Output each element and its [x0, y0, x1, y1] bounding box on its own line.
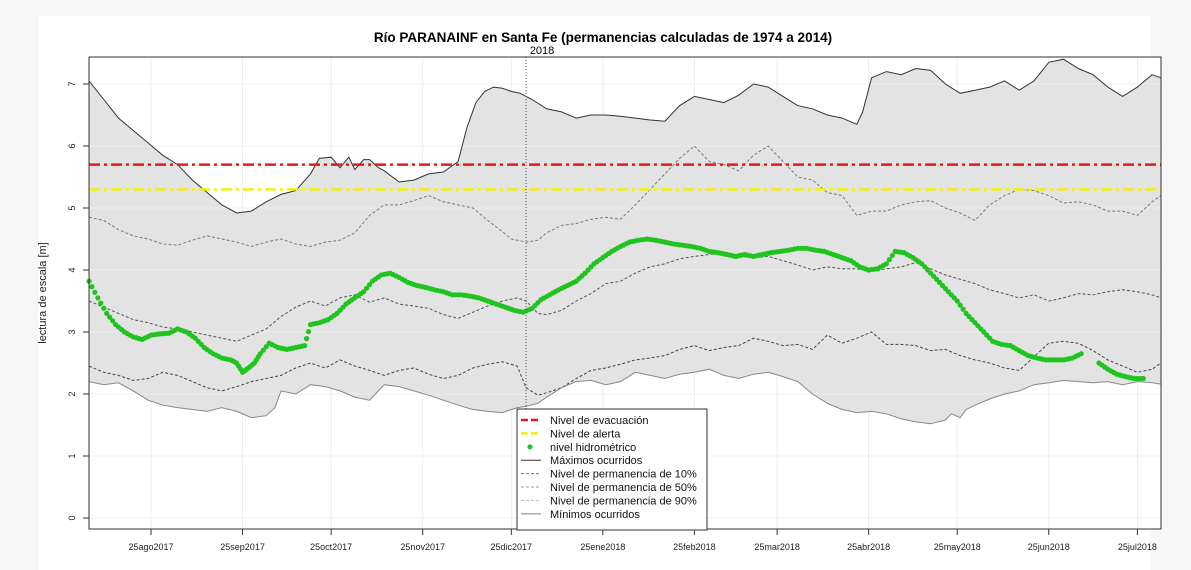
- y-tick-label: 5: [67, 205, 77, 210]
- y-tick-label: 6: [67, 143, 77, 148]
- observed-point: [366, 282, 373, 288]
- observed-points: [86, 236, 1146, 382]
- y-tick-label: 2: [67, 391, 77, 396]
- chart-title: Río PARANAINF en Santa Fe (permanencias …: [374, 30, 832, 45]
- y-axis-label: lectura de escala [m]: [37, 242, 49, 344]
- legend-label: Nivel de permanencia de 50%: [550, 482, 697, 494]
- chart-subtitle: 2018: [530, 45, 554, 57]
- threshold-lines: [89, 163, 1161, 191]
- x-tick-label: 25oct2017: [310, 542, 352, 552]
- series-lines: [88, 58, 1162, 425]
- x-tick-label: 25mar2018: [754, 542, 800, 552]
- observed-point: [110, 318, 116, 324]
- y-tick-label: 1: [67, 453, 77, 458]
- observed-point: [954, 298, 960, 304]
- observed-point: [98, 300, 104, 306]
- observed-point: [260, 347, 266, 353]
- observed-point: [89, 284, 95, 290]
- y-tick-label: 4: [67, 267, 77, 272]
- x-tick-label: 25sep2017: [220, 542, 265, 552]
- observed-point: [303, 336, 310, 342]
- series-nivel-de-permanencia-de-90: [88, 331, 1162, 396]
- observed-point: [960, 306, 966, 312]
- observed-point: [107, 314, 113, 320]
- series-nivel-de-permanencia-de-50: [88, 252, 1162, 342]
- observed-point: [95, 295, 101, 301]
- observed-point: [257, 351, 263, 357]
- x-tick-label: 25dic2017: [491, 542, 533, 552]
- observed-point: [361, 289, 367, 295]
- legend-label: Nivel de permanencia de 10%: [550, 469, 697, 481]
- observed-point: [263, 344, 269, 350]
- y-tick-label: 3: [67, 329, 77, 334]
- y-tick-label: 7: [67, 81, 77, 86]
- x-tick-label: 25abr2018: [847, 542, 890, 552]
- observed-point: [104, 310, 110, 316]
- observed-point: [363, 285, 370, 291]
- x-tick-label: 25ago2017: [128, 542, 173, 552]
- legend-key-point: [527, 444, 533, 450]
- legend-label: Nivel de alerta: [550, 428, 621, 440]
- observed-point: [883, 261, 889, 267]
- x-tick-label: 25may2018: [934, 542, 981, 552]
- observed-point: [101, 305, 107, 311]
- series-m-ximos-ocurridos: [88, 58, 1162, 214]
- x-tick-label: 25jun2018: [1028, 542, 1070, 552]
- legend-label: Nivel de evacuación: [550, 415, 648, 427]
- observed-point: [886, 257, 892, 263]
- observed-point: [301, 343, 308, 349]
- y-tick-label: 0: [67, 515, 77, 520]
- observed-point: [92, 289, 98, 295]
- legend-label: Máximos ocurridos: [550, 455, 643, 467]
- observed-point: [889, 252, 895, 259]
- axes: 0 1 2 3 4 5 6 7 25ago2017 25sep2017 25oct2017 25nov…: [67, 56, 1162, 552]
- x-tick-label: 25feb2018: [673, 542, 716, 552]
- x-tick-label: 25nov2017: [400, 542, 445, 552]
- legend-label: Mínimos ocurridos: [550, 509, 640, 521]
- observed-point: [957, 302, 963, 308]
- x-tick-label: 25jul2018: [1118, 542, 1157, 552]
- x-tick-label: 25ene2018: [580, 542, 625, 552]
- observed-point: [1078, 351, 1084, 357]
- observed-point: [305, 328, 312, 335]
- legend-box: [516, 408, 708, 531]
- series-m-nimos-ocurridos: [88, 368, 1162, 425]
- observed-point: [1140, 375, 1146, 382]
- legend-label: nivel hidrométrico: [550, 442, 636, 454]
- legend-label: Nivel de permanencia de 90%: [550, 495, 697, 507]
- series-nivel-de-permanencia-de-10: [88, 145, 1162, 247]
